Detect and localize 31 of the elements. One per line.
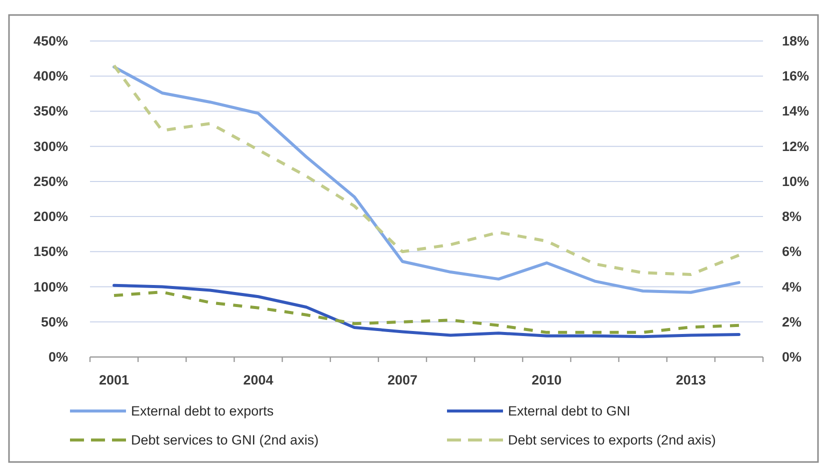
y-tick-label: 350% <box>33 104 68 119</box>
x-tick-label: 2004 <box>243 372 274 388</box>
y-tick-label: 150% <box>33 244 68 260</box>
y-tick-label: 400% <box>33 68 68 84</box>
x-tick-label: 2010 <box>532 372 562 388</box>
y-tick-label: 250% <box>33 174 68 189</box>
y2-tick-label: 6% <box>782 244 802 260</box>
line-series <box>112 290 740 334</box>
y-tick-label: 100% <box>33 279 68 294</box>
legend-label: Debt services to GNI (2nd axis) <box>131 432 319 448</box>
y-tick-label: 450% <box>33 34 68 48</box>
y-tick-label: 50% <box>40 314 68 330</box>
line-series <box>112 284 740 338</box>
y2-tick-label: 14% <box>782 104 810 119</box>
y2-tick-label: 10% <box>782 174 810 189</box>
x-tick-label: 2013 <box>676 372 706 388</box>
y-tick-label: 300% <box>33 138 68 154</box>
y2-tick-label: 8% <box>782 209 802 224</box>
y-tick-label: 0% <box>48 350 68 364</box>
x-tick-label: 2007 <box>387 372 418 388</box>
legend-label: External debt to GNI <box>508 404 630 418</box>
y2-tick-label: 16% <box>782 68 810 84</box>
y2-tick-label: 18% <box>782 34 810 48</box>
x-tick-label: 2001 <box>99 372 130 388</box>
y-tick-label: 200% <box>33 209 68 224</box>
legend-label: External debt to exports <box>131 404 274 418</box>
y2-tick-label: 12% <box>782 138 810 154</box>
y2-tick-label: 2% <box>782 314 802 330</box>
y2-tick-label: 0% <box>782 350 802 364</box>
legend-label: Debt services to exports (2nd axis) <box>508 432 716 448</box>
y2-tick-label: 4% <box>782 279 802 294</box>
